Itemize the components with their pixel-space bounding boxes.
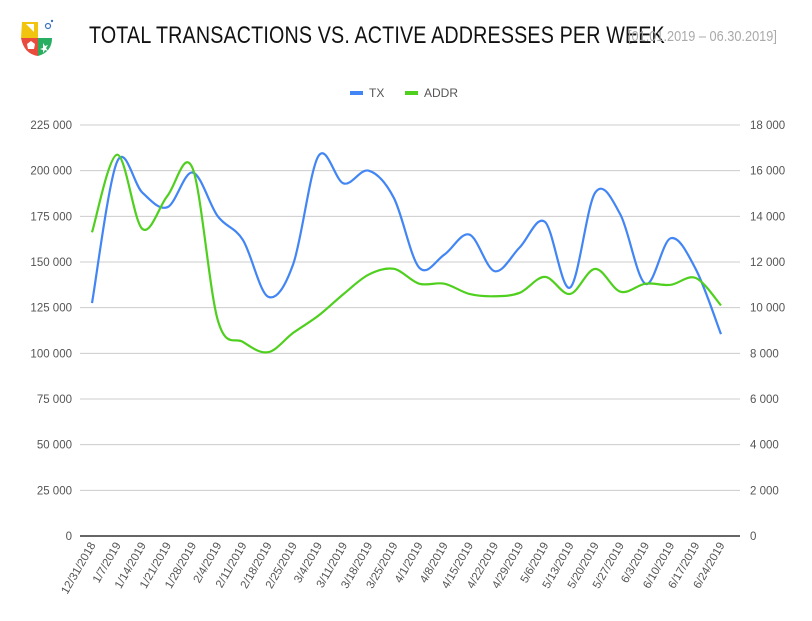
- y-left-tick-label: 50 000: [37, 440, 72, 452]
- y-left-tick-label: 175 000: [30, 211, 72, 223]
- legend-swatch-addr: [405, 91, 418, 95]
- y-right-tick-label: 12 000: [750, 257, 785, 269]
- y-left-tick-label: 100 000: [30, 348, 72, 360]
- y-left-tick-label: 200 000: [30, 166, 72, 178]
- y-right-tick-label: 8 000: [750, 348, 779, 360]
- logo-icon: [21, 19, 54, 56]
- series-line-tx: [90, 152, 723, 335]
- date-range: [01.01.2019 – 06.30.2019]: [628, 28, 777, 45]
- y-right-tick-label: 14 000: [750, 211, 785, 223]
- y-left-tick-label: 25 000: [37, 485, 72, 497]
- y-right-tick-label: 6 000: [750, 394, 779, 406]
- y-left-tick-label: 75 000: [37, 394, 72, 406]
- y-right-tick-label: 16 000: [750, 166, 785, 178]
- y-right-tick-label: 10 000: [750, 303, 785, 315]
- x-tick-label: 12/31/2018: [59, 541, 98, 597]
- legend-label-tx: TX: [369, 86, 384, 100]
- y-left-tick-label: 225 000: [30, 120, 72, 132]
- y-left-tick-label: 125 000: [30, 303, 72, 315]
- legend-swatch-tx: [350, 91, 363, 95]
- series-line-addr: [90, 153, 722, 354]
- y-right-tick-label: 4 000: [750, 440, 779, 452]
- y-left-tick-label: 0: [66, 531, 72, 543]
- y-left-tick-label: 150 000: [30, 257, 72, 269]
- y-right-tick-label: 0: [750, 531, 756, 543]
- legend-label-addr: ADDR: [424, 86, 458, 100]
- y-right-tick-label: 18 000: [750, 120, 785, 132]
- y-right-tick-label: 2 000: [750, 485, 779, 497]
- chart-title: TOTAL TRANSACTIONS VS. ACTIVE ADDRESSES …: [89, 22, 665, 49]
